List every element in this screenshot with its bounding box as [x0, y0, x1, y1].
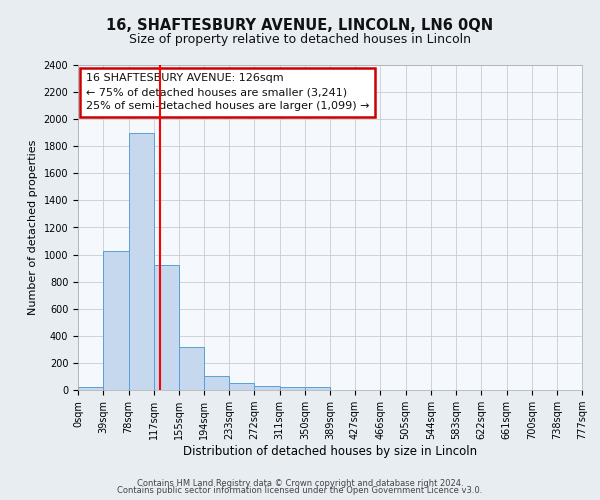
- Bar: [103, 251, 128, 390]
- Bar: [179, 346, 204, 390]
- Text: 16, SHAFTESBURY AVENUE, LINCOLN, LN6 0QN: 16, SHAFTESBURY AVENUE, LINCOLN, LN6 0QN: [106, 18, 494, 32]
- Bar: [280, 388, 305, 390]
- Bar: [305, 388, 331, 390]
- Bar: [128, 132, 154, 390]
- Text: 16 SHAFTESBURY AVENUE: 126sqm
← 75% of detached houses are smaller (3,241)
25% o: 16 SHAFTESBURY AVENUE: 126sqm ← 75% of d…: [86, 73, 369, 111]
- Text: Contains HM Land Registry data © Crown copyright and database right 2024.: Contains HM Land Registry data © Crown c…: [137, 478, 463, 488]
- Bar: [204, 376, 229, 390]
- Bar: [254, 386, 280, 390]
- Y-axis label: Number of detached properties: Number of detached properties: [28, 140, 38, 315]
- Text: Contains public sector information licensed under the Open Government Licence v3: Contains public sector information licen…: [118, 486, 482, 495]
- Text: Size of property relative to detached houses in Lincoln: Size of property relative to detached ho…: [129, 32, 471, 46]
- X-axis label: Distribution of detached houses by size in Lincoln: Distribution of detached houses by size …: [183, 445, 477, 458]
- Bar: [78, 388, 103, 390]
- Bar: [229, 383, 254, 390]
- Bar: [154, 266, 179, 390]
